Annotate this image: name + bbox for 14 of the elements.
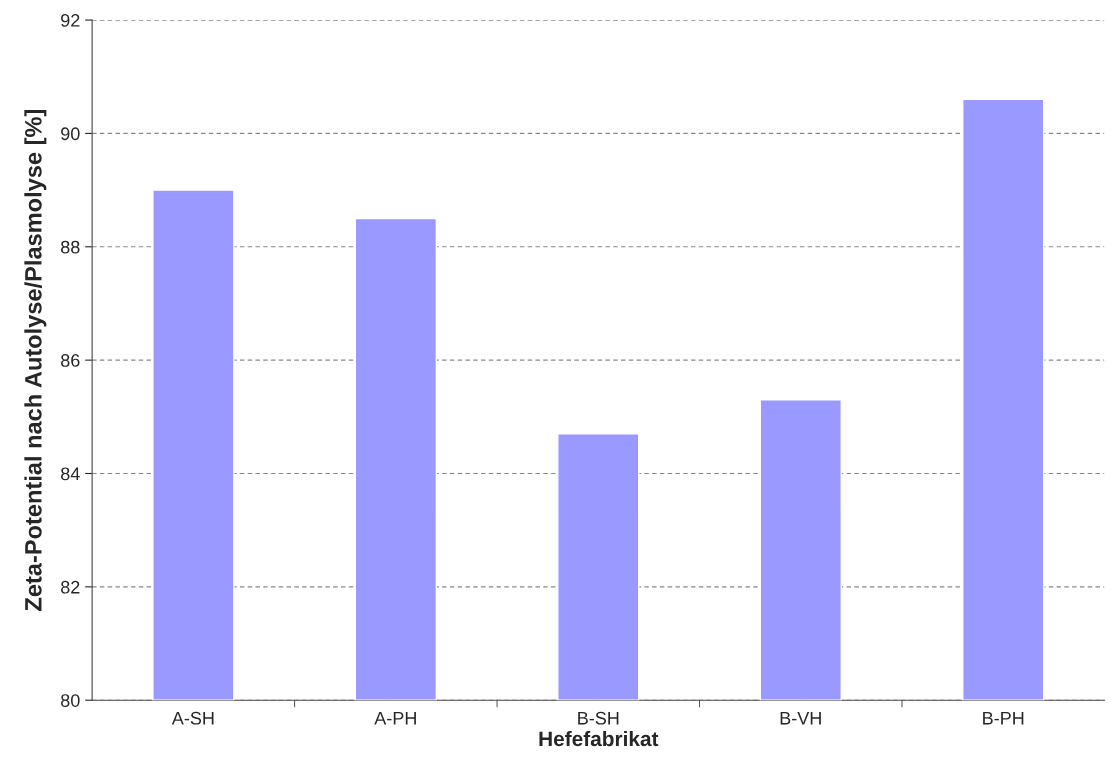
x-tick-label: B-VH (780, 711, 821, 725)
y-tick-label: 84 (61, 467, 80, 481)
y-tick-label: 90 (61, 127, 80, 141)
x-tick-label: B-PH (983, 711, 1024, 725)
x-tick-label: B-SH (578, 711, 619, 725)
x-tick-label: A-SH (171, 711, 214, 725)
y-axis-title: Zeta-Potential nach Autolyse/Plasmolyse [%] (24, 109, 47, 611)
y-tick-label: 86 (61, 354, 80, 367)
y-tick-label: 92 (61, 14, 80, 27)
y-tick-label: 82 (61, 580, 80, 594)
x-axis-title: Hefefabrikat (539, 730, 659, 747)
y-tick-label: 88 (61, 240, 80, 254)
y-tick-label: 80 (61, 694, 80, 707)
x-tick-label: A-PH (374, 711, 416, 725)
